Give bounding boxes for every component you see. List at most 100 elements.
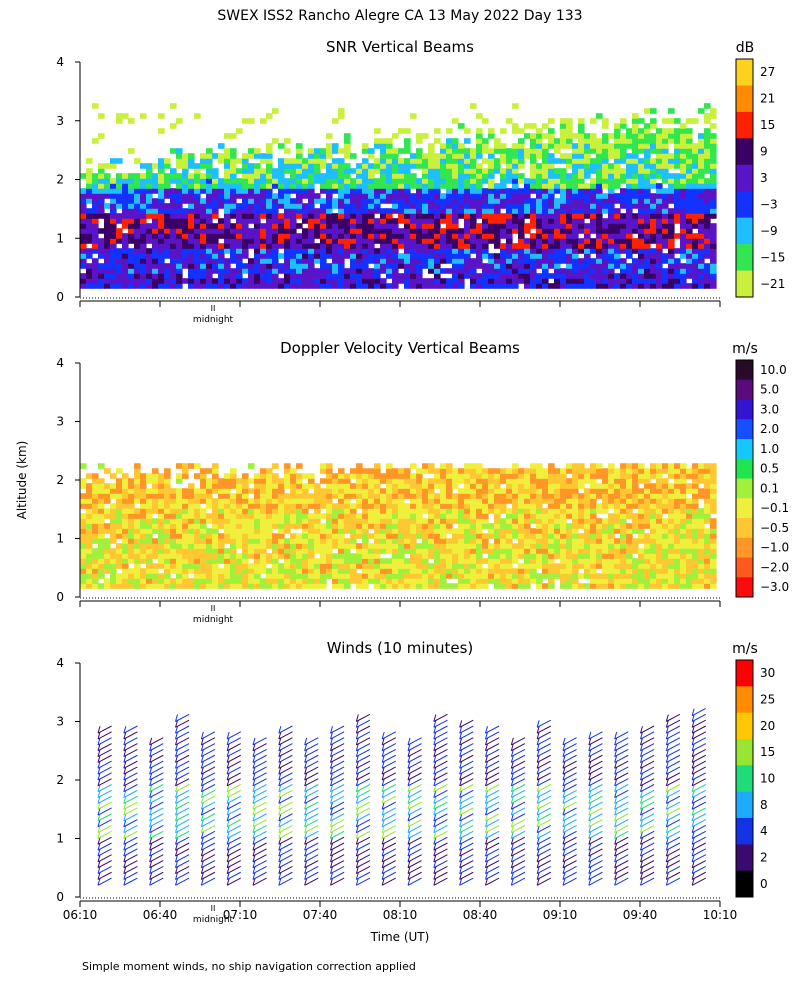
- heat-cell: [392, 488, 399, 494]
- heat-cell: [272, 108, 279, 114]
- heat-cell: [194, 198, 201, 204]
- heat-cell: [242, 203, 249, 209]
- heat-cell: [452, 278, 459, 284]
- heat-cell: [620, 483, 627, 489]
- heat-cell: [458, 513, 465, 519]
- heat-cell: [590, 218, 597, 224]
- heat-cell: [488, 283, 495, 289]
- midnight-label: midnight: [193, 315, 234, 325]
- heat-cell: [446, 568, 453, 574]
- heat-cell: [692, 178, 699, 184]
- heat-cell: [116, 233, 123, 239]
- heat-cell: [296, 193, 303, 199]
- heat-cell: [590, 263, 597, 269]
- heat-cell: [482, 158, 489, 164]
- heat-cell: [656, 133, 663, 139]
- heat-cell: [260, 203, 267, 209]
- heat-cell: [554, 138, 561, 144]
- heat-cell: [482, 523, 489, 529]
- heat-cell: [170, 488, 177, 494]
- heat-cell: [176, 203, 183, 209]
- heat-cell: [434, 563, 441, 569]
- heat-cell: [392, 543, 399, 549]
- heat-cell: [446, 278, 453, 284]
- heat-cell: [650, 273, 657, 279]
- heat-cell: [602, 253, 609, 259]
- heat-cell: [620, 578, 627, 584]
- heat-cell: [500, 213, 507, 219]
- heat-cell: [110, 513, 117, 519]
- heat-cell: [110, 483, 117, 489]
- heat-cell: [404, 563, 411, 569]
- heat-cell: [368, 208, 375, 214]
- heat-cell: [242, 513, 249, 519]
- heat-cell: [410, 508, 417, 514]
- heat-cell: [308, 583, 315, 589]
- heat-cell: [236, 253, 243, 259]
- heat-cell: [452, 273, 459, 279]
- heat-cell: [110, 183, 117, 189]
- heat-cell: [260, 483, 267, 489]
- heat-cell: [470, 548, 477, 554]
- heat-cell: [488, 198, 495, 204]
- heat-cell: [122, 238, 129, 244]
- heat-cell: [188, 508, 195, 514]
- heat-cell: [350, 473, 357, 479]
- heat-cell: [476, 568, 483, 574]
- heat-cell: [158, 538, 165, 544]
- heat-cell: [320, 158, 327, 164]
- heat-cell: [548, 208, 555, 214]
- heat-cell: [218, 493, 225, 499]
- heat-cell: [188, 263, 195, 269]
- heat-cell: [452, 248, 459, 254]
- heat-cell: [422, 158, 429, 164]
- heat-cell: [464, 193, 471, 199]
- heat-cell: [140, 223, 147, 229]
- heat-cell: [290, 203, 297, 209]
- heat-cell: [380, 188, 387, 194]
- heat-cell: [506, 118, 513, 124]
- heat-cell: [104, 258, 111, 264]
- heat-cell: [524, 528, 531, 534]
- heat-cell: [116, 258, 123, 264]
- heat-cell: [338, 578, 345, 584]
- heat-cell: [380, 558, 387, 564]
- heat-cell: [146, 488, 153, 494]
- heat-cell: [398, 163, 405, 169]
- heat-cell: [638, 163, 645, 169]
- heat-cell: [128, 533, 135, 539]
- heat-cell: [314, 483, 321, 489]
- heat-cell: [368, 498, 375, 504]
- heat-cell: [302, 163, 309, 169]
- heat-cell: [224, 248, 231, 254]
- heat-cell: [128, 198, 135, 204]
- heat-cell: [512, 468, 519, 474]
- heat-cell: [602, 573, 609, 579]
- heat-cell: [392, 198, 399, 204]
- heat-cell: [422, 538, 429, 544]
- heat-cell: [116, 268, 123, 274]
- heat-cell: [434, 183, 441, 189]
- heat-cell: [548, 508, 555, 514]
- heat-cell: [428, 228, 435, 234]
- heat-cell: [398, 503, 405, 509]
- heat-cell: [224, 243, 231, 249]
- heat-cell: [452, 518, 459, 524]
- heat-cell: [92, 523, 99, 529]
- heat-cell: [602, 553, 609, 559]
- heat-cell: [314, 253, 321, 259]
- heat-cell: [368, 523, 375, 529]
- heat-cell: [668, 243, 675, 249]
- heat-cell: [176, 523, 183, 529]
- heat-cell: [680, 283, 687, 289]
- heat-cell: [260, 198, 267, 204]
- heat-cell: [686, 118, 693, 124]
- heat-cell: [206, 568, 213, 574]
- heat-cell: [206, 173, 213, 179]
- heat-cell: [560, 158, 567, 164]
- heat-cell: [272, 503, 279, 509]
- heat-cell: [542, 258, 549, 264]
- heat-cell: [602, 193, 609, 199]
- heat-cell: [692, 223, 699, 229]
- heat-cell: [620, 528, 627, 534]
